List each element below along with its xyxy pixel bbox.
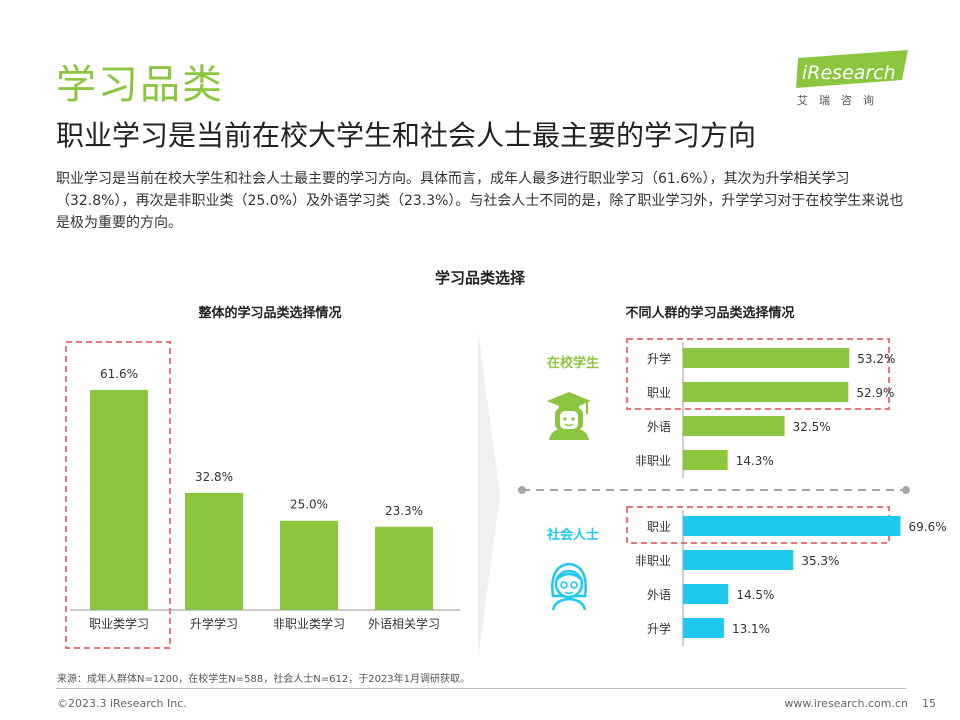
- group-bar-value-label: 14.5%: [736, 588, 774, 602]
- group-name-label: 社会人士: [546, 527, 599, 543]
- student-icon: [547, 392, 591, 440]
- source-note: 来源：成年人群体N=1200，在校学生N=588，社会人士N=612，于2023…: [57, 674, 471, 685]
- group-divider-dot-right: [902, 486, 910, 494]
- group-bar: [683, 516, 901, 536]
- overall-bar: [280, 520, 338, 610]
- overall-bar-value-label: 32.8%: [195, 470, 233, 484]
- page-number: 15: [922, 697, 936, 710]
- group-category-label: 非职业: [635, 554, 671, 568]
- overall-bar-value-label: 25.0%: [290, 498, 328, 512]
- overall-bar: [90, 390, 148, 610]
- overall-bar: [185, 492, 243, 610]
- group-bar-value-label: 69.6%: [909, 520, 947, 534]
- group-bar-value-label: 32.5%: [793, 420, 831, 434]
- group-0-bars: 在校学生 升学 53.2% 职业 52.9% 外语 32.5% 非职业 14.3%: [547, 338, 895, 478]
- logo-brand-text: iResearch: [802, 62, 896, 84]
- group-category-label: 升学: [647, 351, 671, 366]
- group-bar: [683, 382, 849, 402]
- overall-chart-title: 整体的学习品类选择情况: [198, 306, 342, 321]
- overall-bar: [375, 526, 433, 610]
- copyright-text: ©2023.3 iResearch Inc.: [57, 697, 187, 710]
- group-category-label: 升学: [647, 621, 671, 636]
- overall-highlight-frame: [65, 341, 171, 649]
- group-name-label: 在校学生: [547, 355, 599, 371]
- group-bar: [683, 618, 724, 638]
- group-bar: [683, 584, 729, 604]
- overall-category-label: 非职业类学习: [273, 616, 345, 631]
- iresearch-logo: iResearch: [796, 50, 908, 88]
- chart-main-title: 学习品类选择: [434, 269, 525, 287]
- group-category-label: 外语: [647, 588, 671, 602]
- group-bar: [683, 450, 728, 470]
- website-link[interactable]: www.iresearch.com.cn: [784, 697, 908, 710]
- overall-category-label: 外语相关学习: [368, 616, 440, 631]
- group-divider-dot-left: [518, 486, 526, 494]
- group-chart-title: 不同人群的学习品类选择情况: [625, 306, 795, 321]
- group-bar-value-label: 13.1%: [732, 622, 770, 636]
- group-1-bars: 社会人士 职业 69.6% 非职业 35.3% 外语 14.5% 升学 13.1%: [546, 506, 947, 646]
- group-bar: [683, 348, 850, 368]
- group-category-label: 职业: [647, 386, 671, 400]
- group-category-label: 非职业: [635, 454, 671, 468]
- overall-bar-value-label: 23.3%: [385, 504, 423, 518]
- overall-bar-value-label: 61.6%: [100, 367, 138, 381]
- section-title: 学习品类: [56, 62, 224, 108]
- summary-paragraph: 职业学习是当前在校大学生和社会人士最主要的学习方向。具体而言，成年人最多进行职业…: [56, 171, 904, 231]
- overall-category-label: 升学学习: [190, 616, 238, 631]
- logo-tagline: 艾瑞咨询: [797, 94, 885, 107]
- page-headline: 职业学习是当前在校大学生和社会人士最主要的学习方向: [56, 119, 757, 152]
- overall-category-label: 职业类学习: [89, 616, 149, 631]
- group-category-label: 外语: [647, 420, 671, 434]
- group-highlight-frame: [626, 338, 890, 410]
- group-bar-value-label: 14.3%: [736, 454, 774, 468]
- group-bar-value-label: 53.2%: [857, 352, 895, 366]
- adult-woman-icon: [551, 562, 587, 611]
- group-bar-value-label: 35.3%: [801, 554, 839, 568]
- logo-green-banner: [796, 50, 908, 88]
- group-category-label: 职业: [647, 520, 671, 534]
- group-bar: [683, 416, 785, 436]
- group-bar-value-label: 52.9%: [856, 386, 894, 400]
- chart-divider-chevron: [478, 330, 500, 660]
- group-bar: [683, 550, 794, 570]
- footer-divider: [56, 688, 906, 689]
